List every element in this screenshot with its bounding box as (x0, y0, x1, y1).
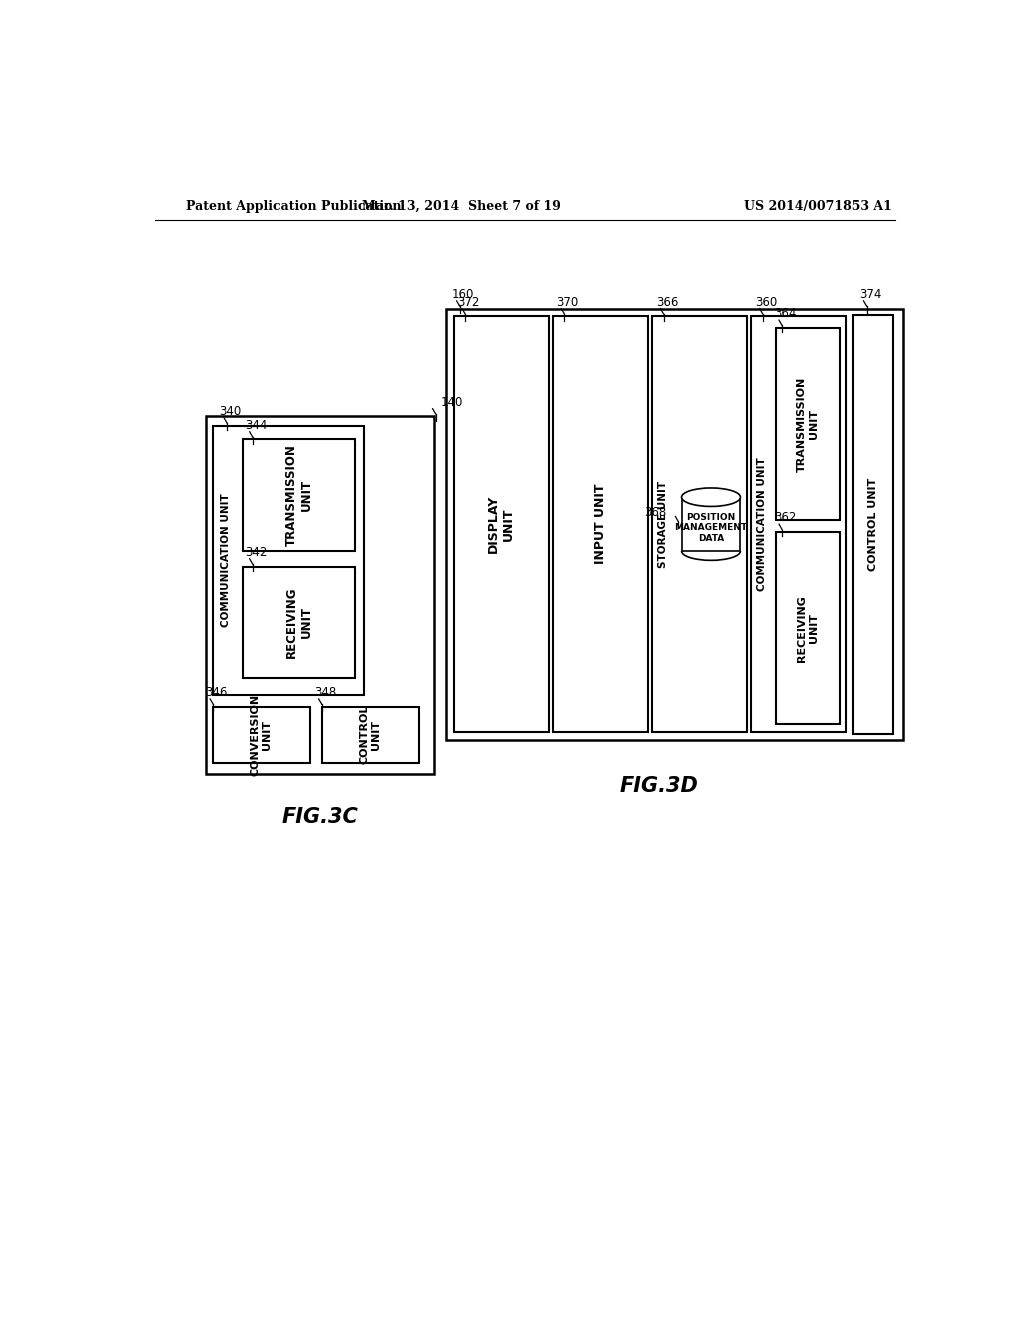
Bar (243, 566, 355, 678)
Bar (213, 706, 310, 763)
Text: Mar. 13, 2014  Sheet 7 of 19: Mar. 13, 2014 Sheet 7 of 19 (361, 199, 561, 213)
Text: COMMUNICATION UNIT: COMMUNICATION UNIT (220, 494, 230, 627)
Text: 346: 346 (206, 686, 228, 700)
Text: STORAGE UNIT: STORAGE UNIT (657, 480, 668, 568)
Text: Patent Application Publication: Patent Application Publication (186, 199, 401, 213)
Text: US 2014/0071853 A1: US 2014/0071853 A1 (743, 199, 892, 213)
Text: 160: 160 (452, 288, 474, 301)
Text: 372: 372 (458, 296, 480, 309)
Text: 368: 368 (644, 506, 666, 519)
Bar (652, 317, 748, 733)
Bar (853, 314, 893, 734)
Text: 360: 360 (755, 296, 777, 309)
Text: 342: 342 (245, 546, 267, 560)
Ellipse shape (682, 488, 740, 507)
Bar (243, 440, 355, 552)
Text: 140: 140 (440, 396, 463, 409)
Text: DISPLAY
UNIT: DISPLAY UNIT (487, 495, 515, 553)
Bar (206, 416, 434, 775)
Text: 348: 348 (314, 686, 336, 700)
Bar (776, 532, 841, 725)
Bar (445, 309, 903, 739)
Text: CONTROL
UNIT: CONTROL UNIT (359, 705, 381, 764)
Text: 364: 364 (774, 308, 797, 321)
Text: CONVERSION
UNIT: CONVERSION UNIT (251, 694, 272, 776)
Text: 374: 374 (859, 288, 882, 301)
Bar (776, 327, 841, 520)
Text: RECEIVING
UNIT: RECEIVING UNIT (798, 595, 819, 661)
Bar (213, 425, 365, 696)
Bar (682, 498, 740, 552)
Text: POSITION
MANAGEMENT
DATA: POSITION MANAGEMENT DATA (675, 513, 748, 543)
Bar (322, 706, 419, 763)
Text: TRANSMISSION
UNIT: TRANSMISSION UNIT (798, 376, 819, 471)
Text: RECEIVING
UNIT: RECEIVING UNIT (285, 586, 313, 659)
Text: 366: 366 (655, 296, 678, 309)
Bar (751, 317, 847, 733)
Bar (454, 317, 549, 733)
Text: TRANSMISSION
UNIT: TRANSMISSION UNIT (285, 445, 313, 546)
Bar (553, 317, 648, 733)
Text: 362: 362 (774, 511, 797, 524)
Text: INPUT UNIT: INPUT UNIT (594, 484, 607, 565)
Text: FIG.3C: FIG.3C (282, 807, 358, 826)
Text: 340: 340 (219, 405, 242, 418)
Text: COMMUNICATION UNIT: COMMUNICATION UNIT (757, 457, 767, 591)
Text: 370: 370 (557, 296, 579, 309)
Text: CONTROL UNIT: CONTROL UNIT (867, 478, 878, 570)
Text: FIG.3D: FIG.3D (620, 776, 698, 796)
Text: 344: 344 (245, 418, 267, 432)
